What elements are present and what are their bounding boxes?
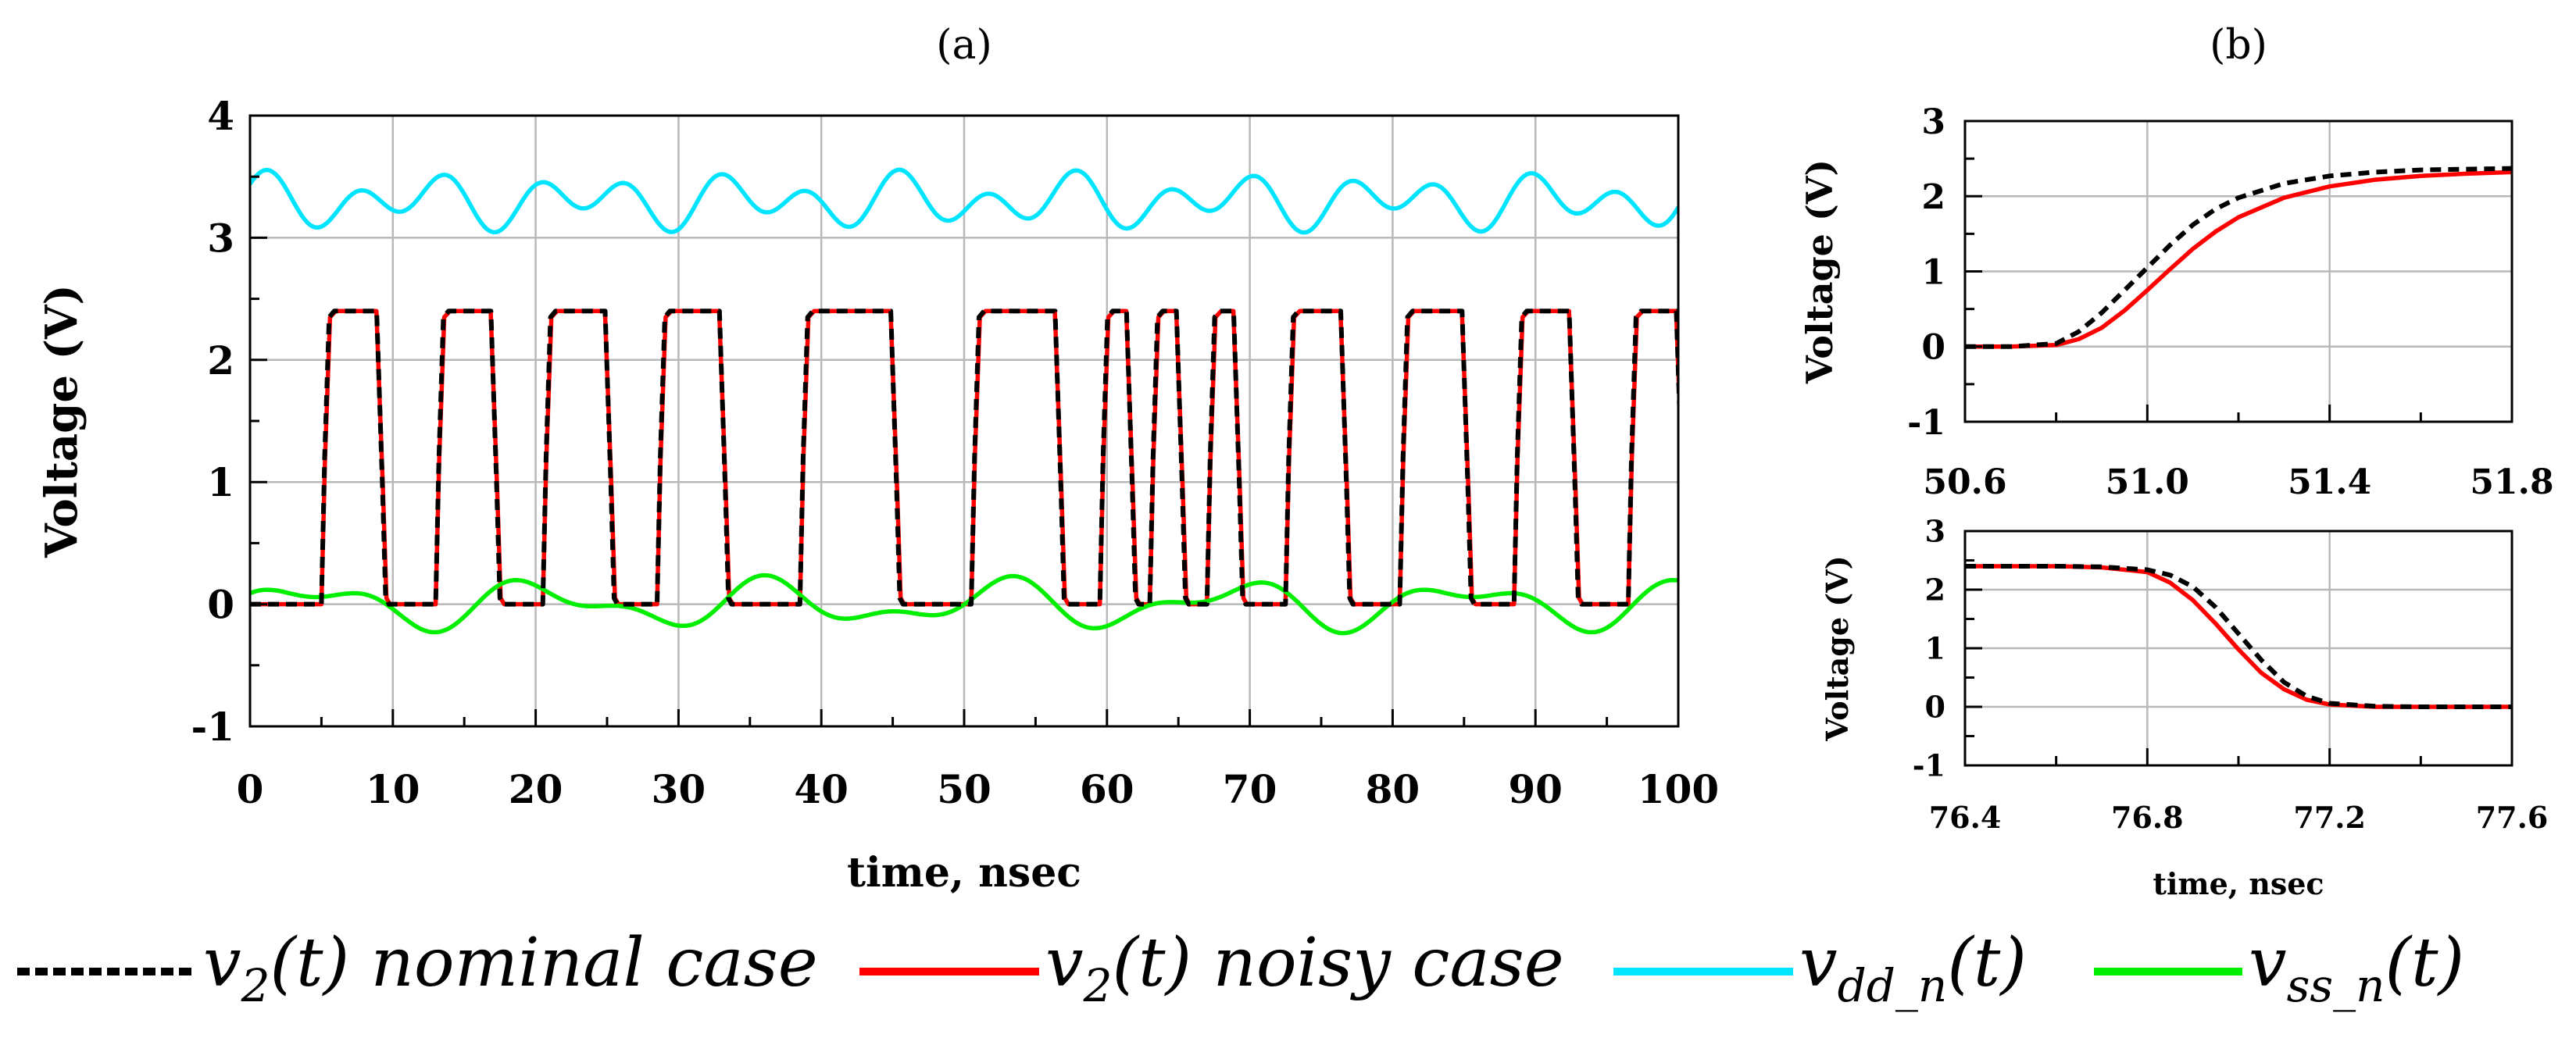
series-line-1 xyxy=(1965,564,2512,709)
y-axis-label: Voltage (V) xyxy=(36,284,88,558)
y-tick-label: 3 xyxy=(207,215,234,261)
legend-label: vdd_n(t) xyxy=(1799,924,2027,1012)
y-tick-label: 2 xyxy=(207,337,234,383)
y-tick-label: 0 xyxy=(207,582,234,628)
x-tick-label: 30 xyxy=(652,766,706,812)
series-line-0 xyxy=(1965,564,2512,709)
panel-label: (b) xyxy=(2210,22,2267,69)
y-tick-label: -1 xyxy=(191,704,234,750)
y-tick-label: 1 xyxy=(1925,631,1945,666)
legend-var: v xyxy=(1045,924,1084,1002)
legend-subscript: 2 xyxy=(1083,959,1113,1012)
x-tick-label: 77.2 xyxy=(2293,800,2366,835)
series-line-3 xyxy=(250,572,1678,636)
chart-panel-b_bottom: 76.4 76.8 77.2 77.6 -1 0 1 2 3 time, nsec Voltage … xyxy=(1820,514,2548,901)
x-tick-label: 90 xyxy=(1508,766,1563,812)
x-tick-label: 40 xyxy=(794,766,849,812)
legend-var: v xyxy=(2249,924,2287,1002)
series-group xyxy=(1965,564,2512,709)
x-tick-label: 51.0 xyxy=(2106,462,2189,502)
y-axis-label: Voltage (V) xyxy=(1820,555,1855,741)
legend-var: v xyxy=(1799,924,1838,1002)
legend-rest: (t) nominal case xyxy=(270,924,818,1002)
x-axis-label: time, nsec xyxy=(847,849,1081,897)
x-tick-label: 76.8 xyxy=(2111,800,2184,835)
y-tick-label: 3 xyxy=(1925,514,1945,549)
series-group xyxy=(1965,166,2512,349)
x-tick-label: 80 xyxy=(1366,766,1420,812)
series-line-1 xyxy=(250,309,1678,607)
series-line-0 xyxy=(250,309,1678,607)
legend-rest: (t) xyxy=(1947,924,2027,1002)
y-tick-label: -1 xyxy=(1907,403,1945,443)
legend: v2(t) nominal case v2(t) noisy case vdd_n(… xyxy=(17,924,2464,1012)
y-tick-label: 1 xyxy=(207,459,234,505)
series-line-1 xyxy=(1965,169,2512,349)
legend-label: v2(t) nominal case xyxy=(203,924,818,1012)
x-tick-label: 50 xyxy=(937,766,991,812)
chart-panel-b_top: 50.6 51.0 51.4 51.8 -1 0 1 2 3 Voltage (V) (b) xyxy=(1799,22,2554,502)
legend-entry: v2(t) nominal case xyxy=(17,924,818,1012)
x-tick-label: 77.6 xyxy=(2476,800,2549,835)
x-tick-label: 51.8 xyxy=(2470,462,2553,502)
series-group xyxy=(250,167,1678,636)
x-tick-label: 70 xyxy=(1223,766,1277,812)
y-axis-label: Voltage (V) xyxy=(1799,159,1841,384)
y-tick-label: 4 xyxy=(207,93,234,139)
y-tick-label: 3 xyxy=(1921,102,1945,142)
y-tick-label: 0 xyxy=(1921,328,1945,368)
series-line-0 xyxy=(1965,166,2512,349)
x-tick-label: 51.4 xyxy=(2288,462,2371,502)
y-tick-label: 1 xyxy=(1921,252,1945,292)
x-tick-label: 50.6 xyxy=(1923,462,2006,502)
legend-rest: (t) xyxy=(2385,924,2464,1002)
x-tick-label: 76.4 xyxy=(1929,800,2002,835)
legend-entry: vss_n(t) xyxy=(2094,924,2464,1012)
x-tick-label: 100 xyxy=(1638,766,1719,812)
legend-subscript: dd_n xyxy=(1838,959,1948,1012)
x-tick-label: 20 xyxy=(509,766,563,812)
legend-rest: (t) noisy case xyxy=(1113,924,1564,1002)
x-tick-label: 60 xyxy=(1080,766,1134,812)
y-tick-label: 2 xyxy=(1921,177,1945,217)
x-tick-label: 0 xyxy=(237,766,264,812)
legend-label: v2(t) noisy case xyxy=(1045,924,1564,1012)
legend-subscript: ss_n xyxy=(2287,959,2385,1012)
legend-entry: v2(t) noisy case xyxy=(859,924,1564,1012)
panel-label: (a) xyxy=(936,22,992,69)
series-line-2 xyxy=(250,167,1678,235)
x-tick-label: 10 xyxy=(366,766,420,812)
legend-entry: vdd_n(t) xyxy=(1613,924,2027,1012)
legend-subscript: 2 xyxy=(241,959,270,1012)
x-axis-label: time, nsec xyxy=(2153,866,2324,901)
y-tick-label: 2 xyxy=(1925,572,1945,608)
legend-var: v xyxy=(203,924,241,1002)
y-tick-label: -1 xyxy=(1913,748,1945,783)
legend-label: vss_n(t) xyxy=(2249,924,2464,1012)
y-tick-label: 0 xyxy=(1925,690,1945,725)
